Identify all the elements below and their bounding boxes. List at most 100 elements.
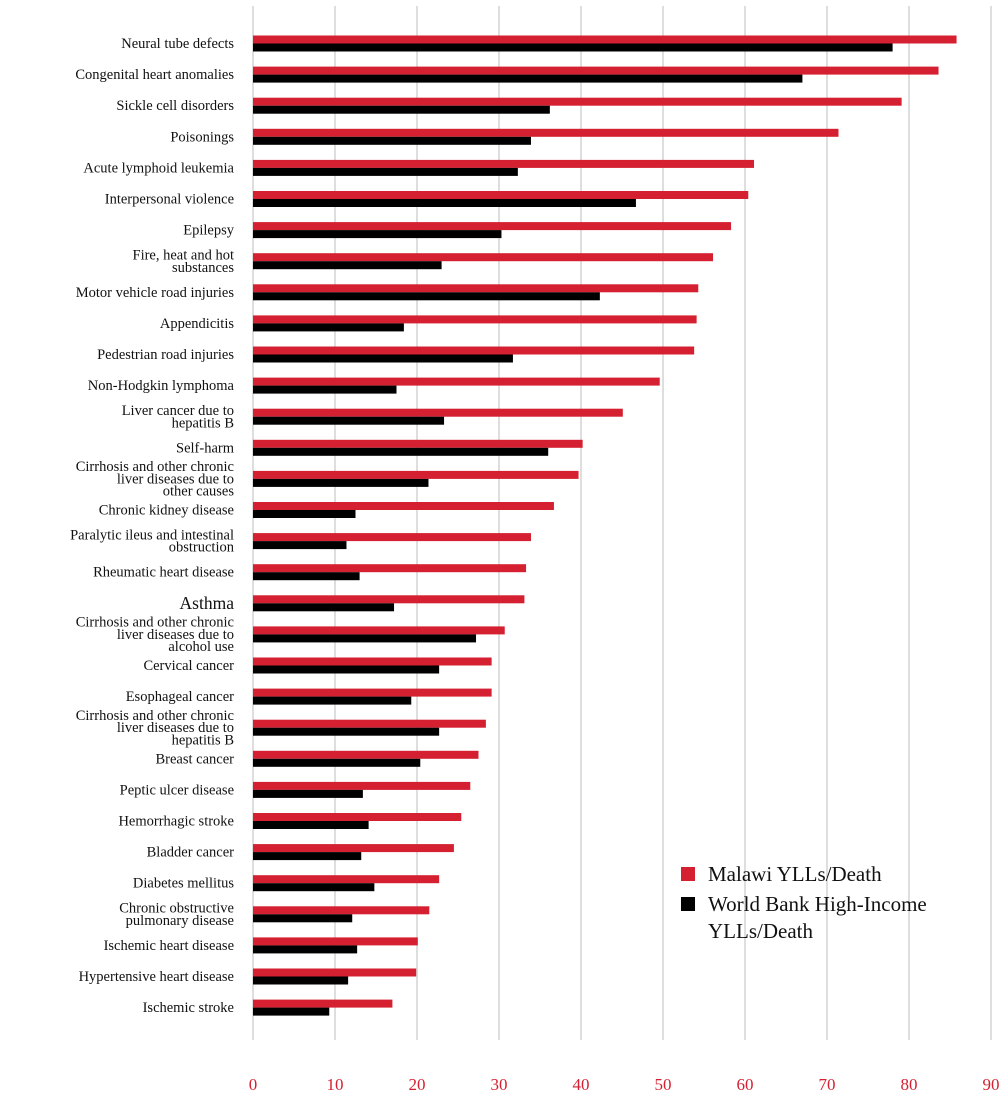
bar-malawi-cirrhosis-and-other-chronic-liver-diseases-due-to-alcohol-use	[253, 626, 505, 635]
bar-high-income-liver-cancer-due-to-hepatitis-b	[253, 416, 445, 425]
bar-malawi-poisonings	[253, 128, 839, 137]
bar-high-income-acute-lymphoid-leukemia	[253, 167, 518, 176]
bar-malawi-paralytic-ileus-and-intestinal-obstruction	[253, 533, 531, 542]
bar-malawi-motor-vehicle-road-injuries	[253, 284, 699, 293]
x-tick-label-30: 30	[491, 1075, 508, 1094]
bar-high-income-cirrhosis-and-other-chronic-liver-diseases-due-to-hepatitis-b	[253, 727, 440, 736]
bar-high-income-fire-heat-and-hot-substances	[253, 261, 442, 270]
bar-high-income-peptic-ulcer-disease	[253, 789, 363, 798]
legend-swatch-malawi	[681, 867, 695, 881]
bar-malawi-chronic-kidney-disease	[253, 502, 554, 510]
bar-high-income-interpersonal-violence	[253, 199, 636, 207]
category-label-esophageal-cancer: Esophageal cancer	[126, 689, 234, 705]
x-tick-label-60: 60	[737, 1075, 754, 1094]
category-label-diabetes-mellitus: Diabetes mellitus	[133, 876, 234, 892]
bar-high-income-poisonings	[253, 136, 531, 145]
bar-high-income-hypertensive-heart-disease	[253, 976, 349, 985]
category-label-appendicitis: Appendicitis	[160, 316, 234, 332]
legend-label-high-income: World Bank High-Income YLLs/Death	[708, 892, 927, 943]
category-label-sickle-cell-disorders: Sickle cell disorders	[116, 98, 234, 114]
bar-high-income-chronic-kidney-disease	[253, 510, 356, 518]
bar-high-income-chronic-obstructive-pulmonary-disease	[253, 914, 353, 923]
x-tick-label-70: 70	[819, 1075, 836, 1094]
category-label-non-hodgkin-lymphoma: Non-Hodgkin lymphoma	[88, 378, 235, 394]
category-label-breast-cancer: Breast cancer	[156, 751, 235, 767]
category-label-cirrhosis-and-other-chronic-liver-diseases-due-to-hepatitis-b: Cirrhosis and other chronic liver disease…	[76, 708, 234, 748]
category-label-chronic-obstructive-pulmonary-disease: Chronic obstructive pulmonary disease	[119, 901, 234, 929]
bar-high-income-neural-tube-defects	[253, 43, 893, 52]
bar-high-income-hemorrhagic-stroke	[253, 821, 369, 829]
bar-malawi-pedestrian-road-injuries	[253, 346, 695, 355]
bar-malawi-congenital-heart-anomalies	[253, 66, 939, 75]
bar-high-income-bladder-cancer	[253, 852, 362, 861]
bar-high-income-non-hodgkin-lymphoma	[253, 385, 397, 394]
bar-malawi-ischemic-heart-disease	[253, 937, 418, 946]
category-label-pedestrian-road-injuries: Pedestrian road injuries	[97, 347, 234, 363]
x-tick-label-10: 10	[327, 1075, 344, 1094]
bar-high-income-rheumatic-heart-disease	[253, 572, 360, 581]
bar-high-income-self-harm	[253, 447, 549, 456]
category-label-motor-vehicle-road-injuries: Motor vehicle road injuries	[76, 285, 235, 301]
bar-high-income-appendicitis	[253, 323, 404, 332]
bar-malawi-neural-tube-defects	[253, 35, 957, 44]
bar-malawi-sickle-cell-disorders	[253, 97, 902, 106]
gridlines	[252, 6, 992, 1040]
x-tick-label-0: 0	[249, 1075, 258, 1094]
category-label-peptic-ulcer-disease: Peptic ulcer disease	[120, 782, 234, 798]
bar-malawi-fire-heat-and-hot-substances	[253, 253, 714, 262]
legend-swatch-high-income	[681, 897, 695, 911]
category-label-hemorrhagic-stroke: Hemorrhagic stroke	[118, 814, 234, 830]
bar-malawi-non-hodgkin-lymphoma	[253, 377, 660, 386]
category-label-neural-tube-defects: Neural tube defects	[121, 36, 234, 52]
bar-high-income-esophageal-cancer	[253, 696, 412, 705]
bar-malawi-liver-cancer-due-to-hepatitis-b	[253, 408, 623, 417]
category-label-hypertensive-heart-disease: Hypertensive heart disease	[79, 969, 234, 985]
legend: Malawi YLLs/Death World Bank High-Income Y…	[681, 862, 927, 943]
bar-high-income-cirrhosis-and-other-chronic-liver-diseases-due-to-alcohol-use	[253, 634, 477, 643]
bar-malawi-cirrhosis-and-other-chronic-liver-diseases-due-to-hepatitis-b	[253, 719, 486, 728]
bar-high-income-cirrhosis-and-other-chronic-liver-diseases-due-to-other-causes	[253, 478, 429, 487]
category-label-bladder-cancer: Bladder cancer	[147, 845, 235, 861]
category-label-interpersonal-violence: Interpersonal violence	[105, 192, 234, 208]
category-label-ischemic-heart-disease: Ischemic heart disease	[104, 938, 234, 954]
bars	[253, 35, 957, 1016]
bar-high-income-pedestrian-road-injuries	[253, 354, 513, 363]
category-label-paralytic-ileus-and-intestinal-obstruction: Paralytic ileus and intestinal obstructio…	[70, 528, 235, 556]
bar-malawi-hypertensive-heart-disease	[253, 968, 417, 977]
bar-malawi-cirrhosis-and-other-chronic-liver-diseases-due-to-other-causes	[253, 470, 579, 479]
category-label-poisonings: Poisonings	[170, 129, 234, 145]
category-label-fire-heat-and-hot-substances: Fire, heat and hot substances	[133, 248, 235, 276]
category-label-cirrhosis-and-other-chronic-liver-diseases-due-to-other-causes: Cirrhosis and other chronic liver disease…	[76, 459, 235, 499]
bar-high-income-paralytic-ileus-and-intestinal-obstruction	[253, 541, 347, 550]
bar-high-income-ischemic-heart-disease	[253, 945, 358, 954]
bar-malawi-rheumatic-heart-disease	[253, 564, 527, 573]
bar-malawi-epilepsy	[253, 222, 732, 231]
category-label-self-harm: Self-harm	[176, 440, 235, 456]
category-labels: Neural tube defects Congenital heart anom…	[70, 36, 235, 1016]
x-tick-label-20: 20	[409, 1075, 426, 1094]
bar-malawi-self-harm	[253, 439, 583, 448]
category-label-cirrhosis-and-other-chronic-liver-diseases-due-to-alcohol-use: Cirrhosis and other chronic liver disease…	[76, 615, 234, 655]
bar-high-income-asthma	[253, 603, 395, 612]
bar-high-income-epilepsy	[253, 230, 502, 239]
bar-malawi-ischemic-stroke	[253, 999, 393, 1008]
bar-malawi-peptic-ulcer-disease	[253, 781, 471, 790]
bar-malawi-acute-lymphoid-leukemia	[253, 159, 755, 168]
bar-malawi-diabetes-mellitus	[253, 875, 440, 884]
category-label-cervical-cancer: Cervical cancer	[143, 658, 234, 674]
legend-label-malawi: Malawi YLLs/Death	[708, 862, 882, 886]
x-tick-label-80: 80	[901, 1075, 918, 1094]
x-tick-label-50: 50	[655, 1075, 672, 1094]
category-label-asthma: Asthma	[180, 593, 235, 613]
category-label-epilepsy: Epilepsy	[183, 223, 234, 239]
x-axis-ticks: 0 10 20 30 40 50 60 70 80 90	[249, 1075, 1000, 1094]
bar-high-income-cervical-cancer	[253, 665, 440, 674]
bar-high-income-congenital-heart-anomalies	[253, 74, 803, 83]
bar-malawi-appendicitis	[253, 315, 697, 324]
bar-malawi-esophageal-cancer	[253, 688, 492, 697]
x-tick-label-40: 40	[573, 1075, 590, 1094]
bar-malawi-cervical-cancer	[253, 657, 492, 666]
bar-high-income-breast-cancer	[253, 758, 421, 767]
